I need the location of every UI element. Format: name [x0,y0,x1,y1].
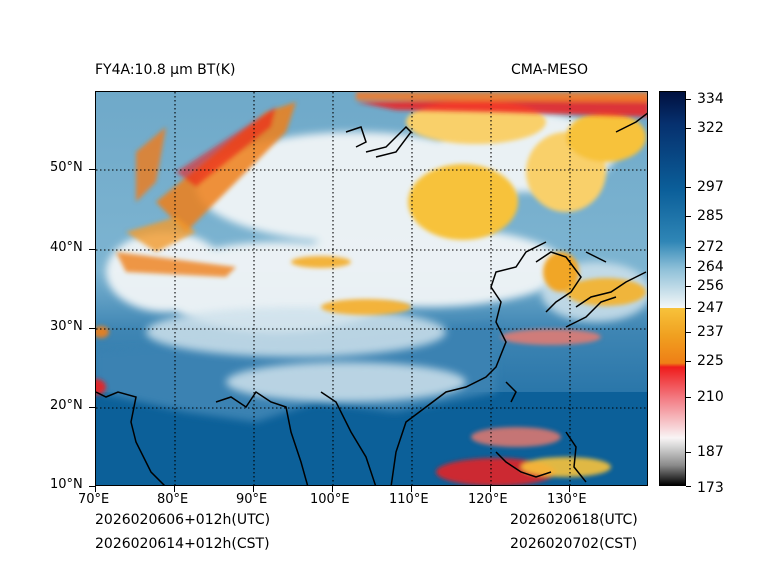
colorbar-label: 264 [697,259,724,275]
lat-label-30n: 30°N [50,319,83,334]
colorbar-label: 256 [697,278,724,294]
lat-label-40n: 40°N [50,240,83,255]
lon-label-110e: 110°E [389,492,429,507]
satellite-map [95,91,648,486]
lat-tick [89,486,95,487]
colorbar-label: 272 [697,239,724,255]
colorbar-label: 247 [697,300,724,316]
lon-label-80e: 80°E [157,492,189,507]
lon-tick [332,486,333,492]
lon-label-120e: 120°E [468,492,508,507]
colorbar-tick [686,128,691,129]
lon-label-70e: 70°E [78,492,110,507]
colorbar-label: 173 [697,480,724,496]
lat-tick [89,328,95,329]
lon-label-130e: 130°E [547,492,587,507]
lat-label-20n: 20°N [50,398,83,413]
colorbar-label: 187 [697,444,724,460]
lat-tick [89,407,95,408]
title-right: CMA-MESO [511,62,589,78]
colorbar-label: 210 [697,389,724,405]
lon-tick [490,486,491,492]
valid-time-utc: 2026020618(UTC) [510,512,638,528]
colorbar-tick [686,286,691,287]
colorbar-gradient [660,92,685,485]
colorbar [659,91,686,486]
lon-tick [253,486,254,492]
lat-label-50n: 50°N [50,160,83,175]
init-time-cst: 2026020614+012h(CST) [95,536,270,552]
colorbar-label: 285 [697,208,724,224]
colorbar-label: 225 [697,353,724,369]
colorbar-tick [686,216,691,217]
colorbar-label: 322 [697,120,724,136]
colorbar-label: 334 [697,91,724,107]
colorbar-label: 297 [697,179,724,195]
colorbar-tick [686,187,691,188]
colorbar-tick [686,486,691,487]
colorbar-tick [686,452,691,453]
lat-tick [89,169,95,170]
map-gridlines [96,92,647,485]
colorbar-label: 237 [697,324,724,340]
lat-label-10n: 10°N [50,477,83,492]
lon-tick [174,486,175,492]
colorbar-tick [686,361,691,362]
colorbar-tick [686,332,691,333]
colorbar-tick [686,99,691,100]
colorbar-tick [686,397,691,398]
colorbar-tick [686,247,691,248]
satellite-brightness-temperature-image [96,92,647,485]
lon-tick [411,486,412,492]
lon-label-90e: 90°E [236,492,268,507]
lon-label-100e: 100°E [310,492,350,507]
lat-tick [89,249,95,250]
lon-tick [95,486,96,492]
title-left: FY4A:10.8 μm BT(K) [95,62,236,78]
valid-time-cst: 2026020702(CST) [510,536,638,552]
lon-tick [569,486,570,492]
colorbar-tick [686,267,691,268]
colorbar-tick [686,308,691,309]
init-time-utc: 2026020606+012h(UTC) [95,512,271,528]
